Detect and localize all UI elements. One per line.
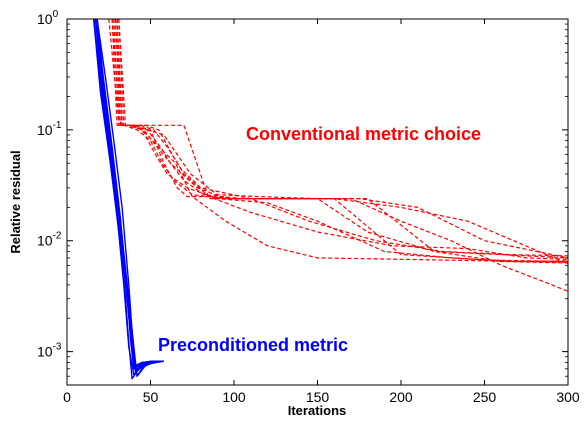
preconditioned-series-line xyxy=(96,19,164,377)
conventional-series-line xyxy=(114,19,568,263)
labels: Iterations Relative residual Conventiona… xyxy=(8,124,481,418)
preconditioned-series-line xyxy=(96,19,164,367)
axes: 0 50 100 150 200 250 300 100 10-1 10-2 10-3 xyxy=(37,9,580,405)
annotation-preconditioned: Preconditioned metric xyxy=(158,335,348,355)
y-tick-label: 10-1 xyxy=(37,120,62,138)
y-axis-title: Relative residual xyxy=(8,150,23,253)
conventional-series-line xyxy=(116,19,568,264)
x-tick-label: 250 xyxy=(473,389,497,405)
conventional-series-line xyxy=(113,19,568,265)
annotation-conventional: Conventional metric choice xyxy=(246,124,481,144)
x-tick-label: 50 xyxy=(143,389,159,405)
x-tick-label: 200 xyxy=(389,389,413,405)
x-tick-label: 150 xyxy=(306,389,330,405)
conventional-series-line xyxy=(111,19,568,263)
preconditioned-series-line xyxy=(94,19,164,376)
x-tick-label: 0 xyxy=(63,389,71,405)
x-tick-label: 100 xyxy=(222,389,246,405)
y-tick-label: 100 xyxy=(37,9,59,27)
x-tick-label: 300 xyxy=(556,389,580,405)
axes-box xyxy=(66,18,569,386)
conventional-series-line xyxy=(118,19,568,259)
y-tick-label: 10-3 xyxy=(37,342,62,360)
y-tick-label: 10-2 xyxy=(37,231,62,249)
plot-area xyxy=(93,19,568,380)
x-axis-title: Iterations xyxy=(288,403,347,418)
conventional-series-line xyxy=(118,19,568,292)
